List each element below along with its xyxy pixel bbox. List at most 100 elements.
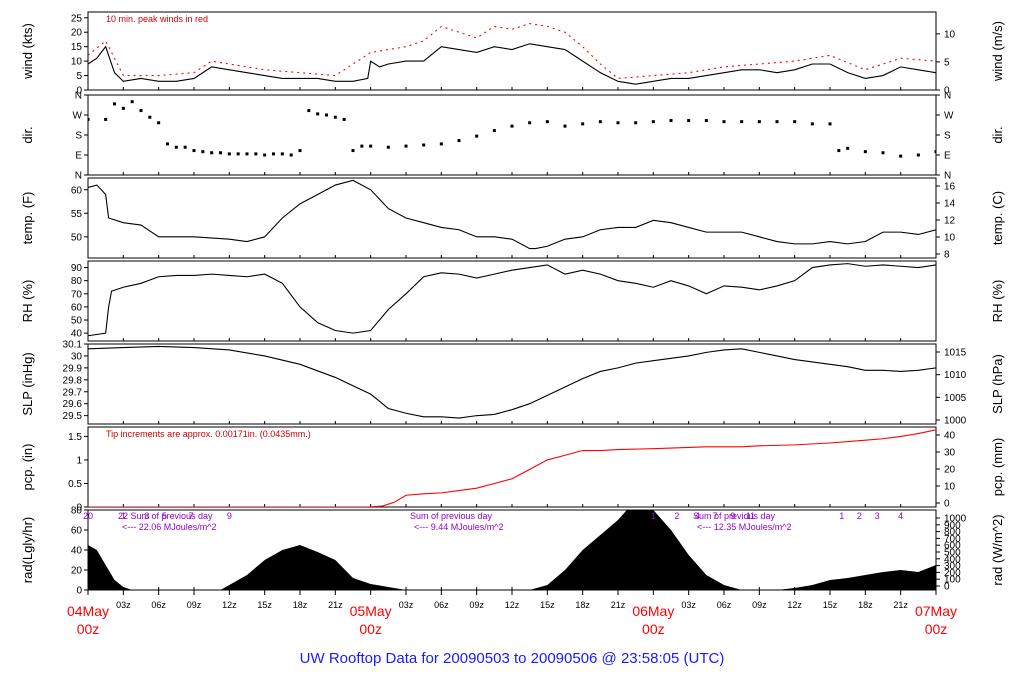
dir-point — [342, 117, 346, 121]
time-tick-label: 06z — [151, 600, 166, 610]
y-axis-label-left: pcp. (in) — [20, 444, 35, 491]
y-tick-label-right: W — [944, 111, 954, 122]
y-tick-label-left: 80 — [71, 506, 83, 517]
y-tick-label-right: 10 — [944, 233, 956, 244]
dir-point — [740, 120, 744, 124]
y-tick-label-right: 20 — [944, 465, 956, 476]
y-axis-label-right: SLP (hPa) — [990, 354, 1005, 414]
dir-point — [704, 119, 708, 123]
dir-point — [828, 122, 832, 126]
date-label: 06May — [632, 603, 674, 619]
y-tick-label-left: 70 — [71, 289, 83, 300]
hour-mark: 11 — [746, 511, 755, 521]
y-tick-label-right: 600 — [944, 541, 961, 552]
y-tick-label-right: 30 — [944, 448, 956, 459]
panel-frame — [87, 94, 937, 176]
dir-point — [307, 109, 311, 113]
y-tick-label-right: 10 — [944, 29, 956, 40]
y-tick-label-right: N — [944, 91, 951, 102]
peak-series — [88, 22, 936, 80]
y-tick-label-left: 30 — [71, 351, 83, 362]
dir-point — [369, 144, 373, 148]
time-tick-label: 15z — [540, 600, 555, 610]
dir-point — [528, 121, 532, 125]
y-axis-label-right: RH (%) — [990, 280, 1005, 323]
y-tick-label-left: 29.5 — [63, 411, 83, 422]
panel-rh: 40 50 60 70 80 90 RH (%) RH (%) — [20, 260, 1005, 342]
hour-mark: 3 — [875, 511, 880, 521]
y-tick-label-right: 1000 — [944, 416, 967, 427]
panel-wind: 0 5 10 15 20 25 0 5 10 wind (kts) wind (m/s) 10 min… — [20, 11, 1005, 97]
y-tick-label-right: 300 — [944, 561, 961, 572]
date-hour-label: 00z — [77, 621, 100, 637]
dir-point — [386, 145, 390, 149]
hour-mark: 4 — [898, 511, 903, 521]
sum-label: Sum of previous day — [693, 511, 776, 521]
hour-mark: 9 — [227, 511, 232, 521]
dir-point — [510, 124, 514, 128]
y-tick-label-right: 900 — [944, 520, 961, 531]
y-tick-label-right: 10 — [944, 482, 956, 493]
panel-frame — [87, 426, 937, 508]
dir-point — [272, 152, 275, 156]
temp-series — [88, 179, 936, 250]
y-axis-label-right: dir. — [990, 126, 1005, 143]
y-tick-label-right: 1015 — [944, 348, 967, 359]
dir-point — [210, 151, 214, 155]
y-tick-label-right: 500 — [944, 548, 961, 559]
y-tick-label-right: S — [944, 131, 951, 142]
sum-label: 22 Sum of previous day — [118, 511, 213, 521]
time-tick-label: 12z — [222, 600, 237, 610]
y-tick-label-left: 30.1 — [63, 340, 83, 351]
dir-point — [325, 113, 328, 117]
dir-point — [183, 145, 187, 149]
time-tick-label: 12z — [787, 600, 802, 610]
y-tick-label-left: 29.9 — [63, 363, 83, 374]
sum-label: Sum of previous day — [410, 511, 493, 521]
dir-point — [722, 120, 726, 124]
y-tick-label-left: 0 — [76, 586, 82, 597]
dir-point — [970, 149, 973, 152]
y-tick-label-left: 60 — [71, 302, 83, 313]
dir-point — [846, 146, 850, 150]
time-tick-label: 06z — [717, 600, 732, 610]
date-hour-label: 00z — [642, 621, 665, 637]
panel-frame — [87, 260, 937, 342]
dir-point — [263, 153, 267, 157]
y-tick-label-right: 0 — [944, 86, 950, 97]
y-tick-label-left: 10 — [71, 57, 83, 68]
dir-point — [227, 152, 231, 156]
y-tick-label-left: 50 — [71, 316, 83, 327]
y-tick-label-left: 1.5 — [68, 432, 82, 443]
y-tick-label-left: 20 — [71, 566, 83, 577]
y-axis-label-left: RH (%) — [20, 280, 35, 323]
hour-mark: 2 — [857, 511, 862, 521]
hour-mark: 20 — [83, 511, 93, 521]
dir-point — [360, 144, 364, 148]
y-tick-label-right: 700 — [944, 534, 961, 545]
y-tick-label-left: E — [75, 151, 82, 162]
dir-point — [236, 152, 240, 156]
date-label: 07May — [915, 603, 957, 619]
dir-point — [651, 120, 655, 124]
y-tick-label-left: 1 — [76, 455, 82, 466]
dir-point — [598, 120, 602, 124]
figure-title: UW Rooftop Data for 20090503 to 20090506… — [299, 650, 725, 667]
time-tick-label: 15z — [823, 600, 838, 610]
dir-point — [404, 144, 408, 148]
y-tick-label-left: 0 — [76, 503, 82, 514]
y-tick-label-right: 12 — [944, 216, 956, 227]
panel-annotation: 10 min. peak winds in red — [106, 14, 208, 24]
time-tick-label: 03z — [116, 600, 131, 610]
y-tick-label-right: 14 — [944, 199, 956, 210]
y-tick-label-left: 15 — [71, 42, 83, 53]
pcp-series — [88, 429, 936, 507]
dir-point — [139, 109, 143, 113]
dir-point — [634, 121, 638, 125]
y-tick-label-right: 8 — [944, 250, 950, 261]
dir-point — [422, 143, 426, 147]
y-tick-label-right: 1005 — [944, 393, 967, 404]
slp-series — [88, 345, 936, 419]
y-tick-label-left: 90 — [71, 263, 83, 274]
